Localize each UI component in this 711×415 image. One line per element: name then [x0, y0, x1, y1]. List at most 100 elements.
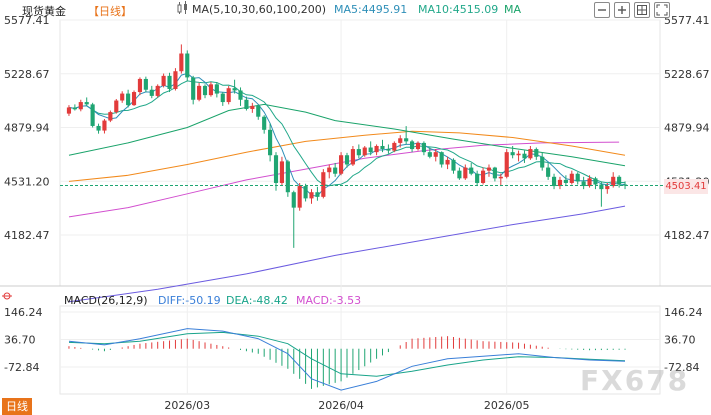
- candle-body: [534, 149, 539, 157]
- candle-body: [108, 112, 113, 121]
- candle-up: [498, 173, 503, 187]
- candle-body: [232, 88, 237, 91]
- candle-body: [605, 186, 610, 190]
- candle-body: [510, 152, 515, 156]
- period-label[interactable]: 【日线】: [88, 5, 132, 18]
- candle-body: [563, 179, 568, 183]
- macd-tick-label-left: 36.70: [4, 334, 36, 347]
- ma-settings[interactable]: MA(5,10,30,60,100,200): [192, 3, 327, 16]
- grid-icon[interactable]: [634, 2, 650, 18]
- candlestick-icon[interactable]: [176, 1, 190, 15]
- candle-down: [262, 115, 267, 134]
- candle-down: [149, 85, 154, 99]
- candle-body: [569, 173, 574, 183]
- candle-down: [404, 126, 409, 145]
- candle-body: [362, 147, 367, 156]
- ma-more-value: MA: [504, 3, 522, 16]
- candle-down: [333, 162, 338, 177]
- candle-body: [599, 184, 604, 190]
- candle-body: [368, 147, 373, 153]
- candle-body: [143, 78, 148, 90]
- minus-icon[interactable]: [594, 2, 610, 18]
- candle-down: [439, 151, 444, 168]
- candle-up: [131, 90, 137, 106]
- candle-down: [291, 190, 296, 248]
- candle-down: [593, 176, 598, 190]
- candle-up: [137, 77, 143, 96]
- candle-body: [374, 145, 379, 153]
- candle-body: [102, 120, 107, 131]
- candle-body: [439, 152, 444, 165]
- candle-down: [90, 102, 95, 128]
- candle-body: [214, 84, 219, 94]
- candle-body: [457, 170, 462, 179]
- price-tick-label-right: 5228.67: [664, 68, 710, 81]
- crosshair-icon[interactable]: [2, 291, 12, 301]
- candle-body: [262, 116, 267, 130]
- candle-down: [534, 147, 539, 160]
- candles: [66, 44, 628, 248]
- candle-body: [268, 129, 273, 156]
- macd-hist-value: MACD:-3.53: [296, 294, 362, 307]
- candle-body: [161, 75, 166, 86]
- candle-up: [102, 119, 107, 134]
- moving-averages: [68, 72, 626, 303]
- macd-tick-label-right: -72.84: [664, 361, 699, 374]
- candle-up: [463, 164, 468, 180]
- candle-body: [179, 53, 184, 72]
- candle-body: [433, 152, 438, 157]
- plus-icon[interactable]: [614, 2, 630, 18]
- candle-down: [510, 145, 515, 159]
- candle-body: [197, 85, 202, 100]
- period-tab[interactable]: 日线: [2, 398, 32, 415]
- fullscreen-icon[interactable]: [654, 2, 670, 18]
- candle-down: [427, 147, 432, 159]
- candle-body: [486, 167, 492, 171]
- candle-body: [297, 186, 302, 208]
- candle-body: [546, 167, 551, 177]
- macd-tick-label-left: -72.84: [4, 361, 39, 374]
- candle-down: [546, 162, 551, 180]
- candle-body: [593, 178, 598, 185]
- macd-frame: [59, 305, 661, 395]
- candle-body: [244, 99, 249, 109]
- candle-down: [457, 167, 462, 180]
- candle-down: [185, 50, 190, 82]
- candle-body: [149, 89, 154, 96]
- candle-up: [66, 105, 72, 116]
- ma60-line: [68, 130, 626, 182]
- macd-panel: [68, 328, 626, 391]
- macd-label[interactable]: MACD(26,12,9): [64, 294, 148, 307]
- candle-down: [469, 162, 474, 176]
- candle-body: [421, 142, 426, 153]
- macd-tick-label-right: 36.70: [664, 334, 696, 347]
- candle-down: [356, 144, 361, 159]
- candle-up: [516, 150, 521, 162]
- candle-body: [350, 149, 355, 165]
- candle-up: [327, 164, 332, 179]
- candle-up: [445, 156, 450, 170]
- candle-body: [78, 102, 83, 110]
- candle-down: [522, 150, 527, 163]
- candle-body: [475, 173, 480, 183]
- macd-diff: DIFF:-50.19: [158, 294, 221, 307]
- candle-body: [285, 161, 290, 193]
- candle-up: [392, 141, 397, 153]
- candle-body: [220, 93, 225, 103]
- time-axis-label: 2026/03: [164, 399, 210, 412]
- candle-up: [250, 102, 255, 113]
- candle-up: [362, 145, 367, 157]
- candle-down: [380, 139, 385, 153]
- ma30-line: [68, 103, 626, 167]
- candle-body: [344, 155, 350, 165]
- candle-body: [315, 192, 320, 197]
- candle-down: [84, 97, 89, 106]
- candle-down: [540, 152, 545, 171]
- candle-up: [611, 172, 616, 188]
- last-price-tag: 4503.41: [664, 178, 708, 194]
- candle-down: [214, 82, 219, 98]
- candle-body: [451, 159, 456, 171]
- candle-up: [398, 135, 403, 148]
- candle-body: [587, 178, 592, 187]
